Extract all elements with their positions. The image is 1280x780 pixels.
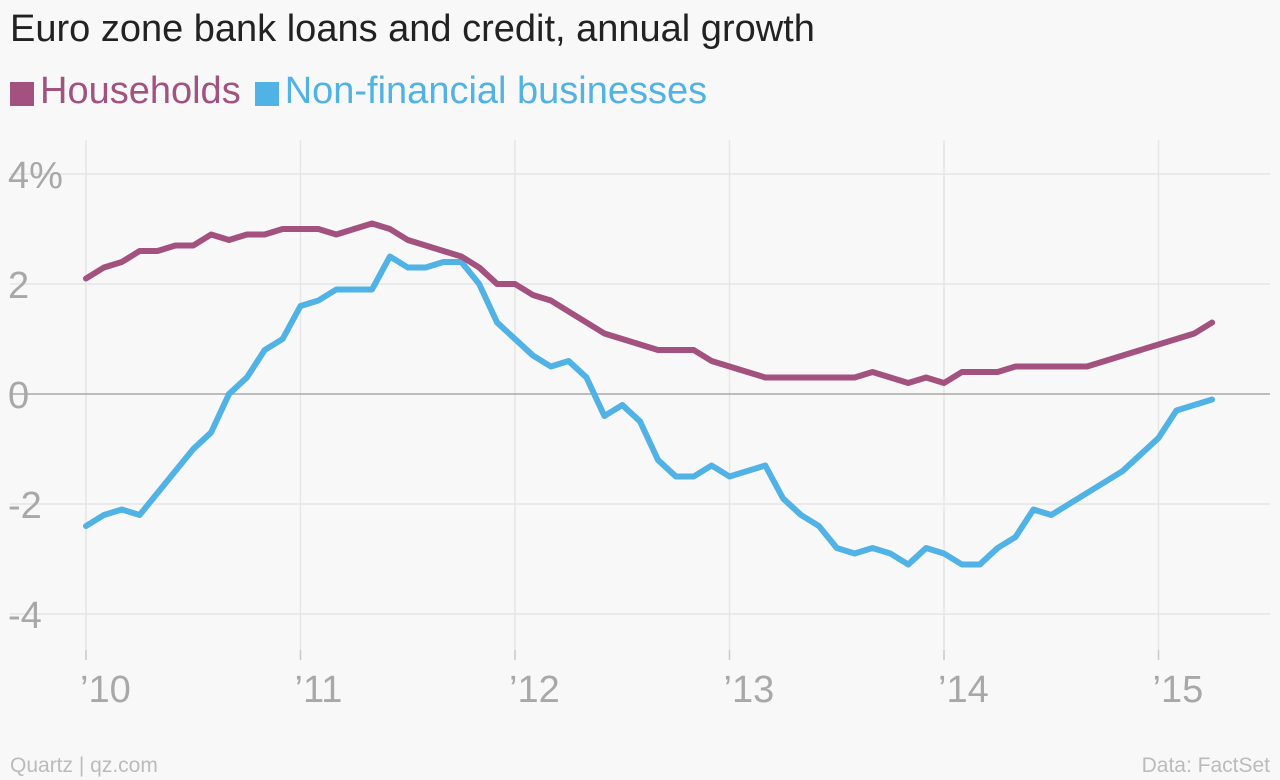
x-tick-label: ’11 xyxy=(295,669,343,711)
y-tick-label: -4 xyxy=(8,595,42,637)
y-tick-label: 0 xyxy=(8,375,29,417)
chart-title: Euro zone bank loans and credit, annual … xyxy=(10,8,815,50)
y-tick-label: 2 xyxy=(8,265,29,307)
x-tick-label: ’10 xyxy=(80,669,131,711)
legend-swatch-households xyxy=(10,81,34,106)
y-tick-label: 4% xyxy=(8,155,63,197)
x-tick-label: ’14 xyxy=(938,669,989,711)
legend-item-non-financial-businesses: Non-financial businesses xyxy=(254,70,708,113)
series-line-non-financial-businesses xyxy=(83,253,1216,568)
x-tick-label: ’13 xyxy=(724,669,775,711)
legend-label-households: Households xyxy=(40,70,241,112)
legend-label-non-financial-businesses: Non-financial businesses xyxy=(284,70,708,112)
y-tick-label: -2 xyxy=(8,485,42,527)
footer-source-left: Quartz | qz.com xyxy=(10,754,158,777)
legend-item-households: Households xyxy=(10,70,241,113)
legend: Households Non-financial businesses xyxy=(10,70,721,113)
legend-swatch-non-financial-businesses xyxy=(254,81,279,106)
footer-source-right: Data: FactSet xyxy=(1141,754,1270,777)
series-line-households xyxy=(83,220,1216,386)
x-tick-label: ’15 xyxy=(1153,669,1204,711)
x-tick-label: ’12 xyxy=(509,669,560,711)
